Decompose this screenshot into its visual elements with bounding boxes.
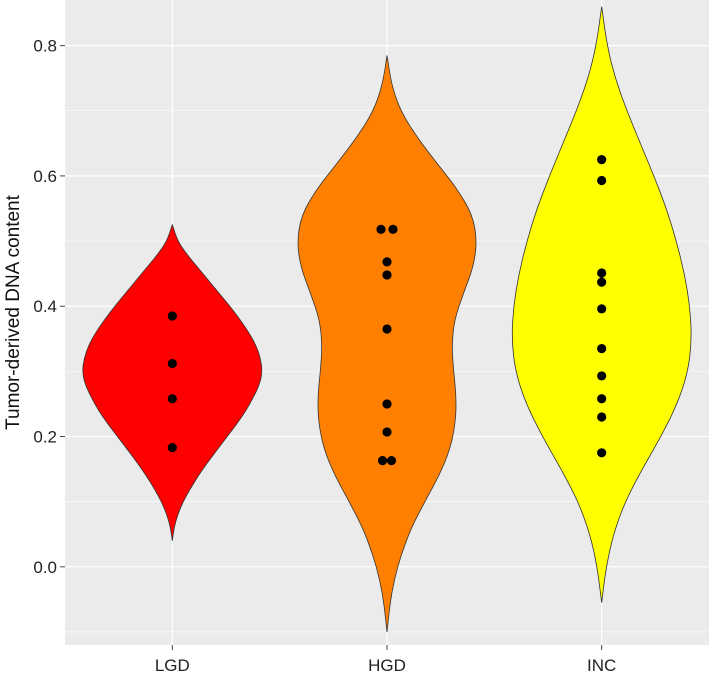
data-point-inc (597, 268, 607, 278)
data-point-inc (597, 277, 607, 287)
data-point-hgd (376, 224, 386, 234)
data-point-hgd (382, 399, 392, 409)
data-points (167, 155, 607, 466)
data-point-lgd (167, 394, 177, 404)
data-point-lgd (167, 311, 177, 321)
y-axis-title: Tumor-derived DNA content (3, 194, 24, 430)
data-point-inc (597, 155, 607, 165)
data-point-inc (597, 394, 607, 404)
data-point-inc (597, 448, 607, 458)
data-point-hgd (386, 456, 397, 466)
data-point-inc (597, 371, 607, 381)
data-point-hgd (382, 257, 392, 267)
data-point-hgd (382, 270, 392, 280)
y-tick-label: 0.0 (33, 558, 57, 577)
y-tick-label: 0.2 (33, 428, 57, 447)
data-point-inc (597, 304, 607, 314)
x-tick-label: INC (587, 656, 616, 674)
y-tick-label: 0.6 (33, 167, 57, 186)
data-point-hgd (382, 427, 392, 437)
violin-lgd (82, 223, 263, 541)
data-point-hgd (382, 324, 392, 334)
data-point-hgd (388, 224, 398, 234)
data-point-hgd (377, 456, 388, 466)
x-tick-label: HGD (368, 656, 406, 674)
axes: 0.0 0.2 0.4 0.6 0.8 LGD HGD INC (33, 37, 616, 674)
y-tick-label: 0.4 (33, 297, 57, 316)
data-point-inc (597, 175, 607, 186)
data-point-lgd (167, 358, 177, 369)
violin-hgd (297, 55, 477, 633)
data-point-lgd (167, 442, 177, 453)
data-point-inc (597, 343, 607, 354)
data-point-inc (597, 412, 607, 422)
x-tick-label: LGD (155, 656, 190, 674)
y-tick-label: 0.8 (33, 37, 57, 56)
